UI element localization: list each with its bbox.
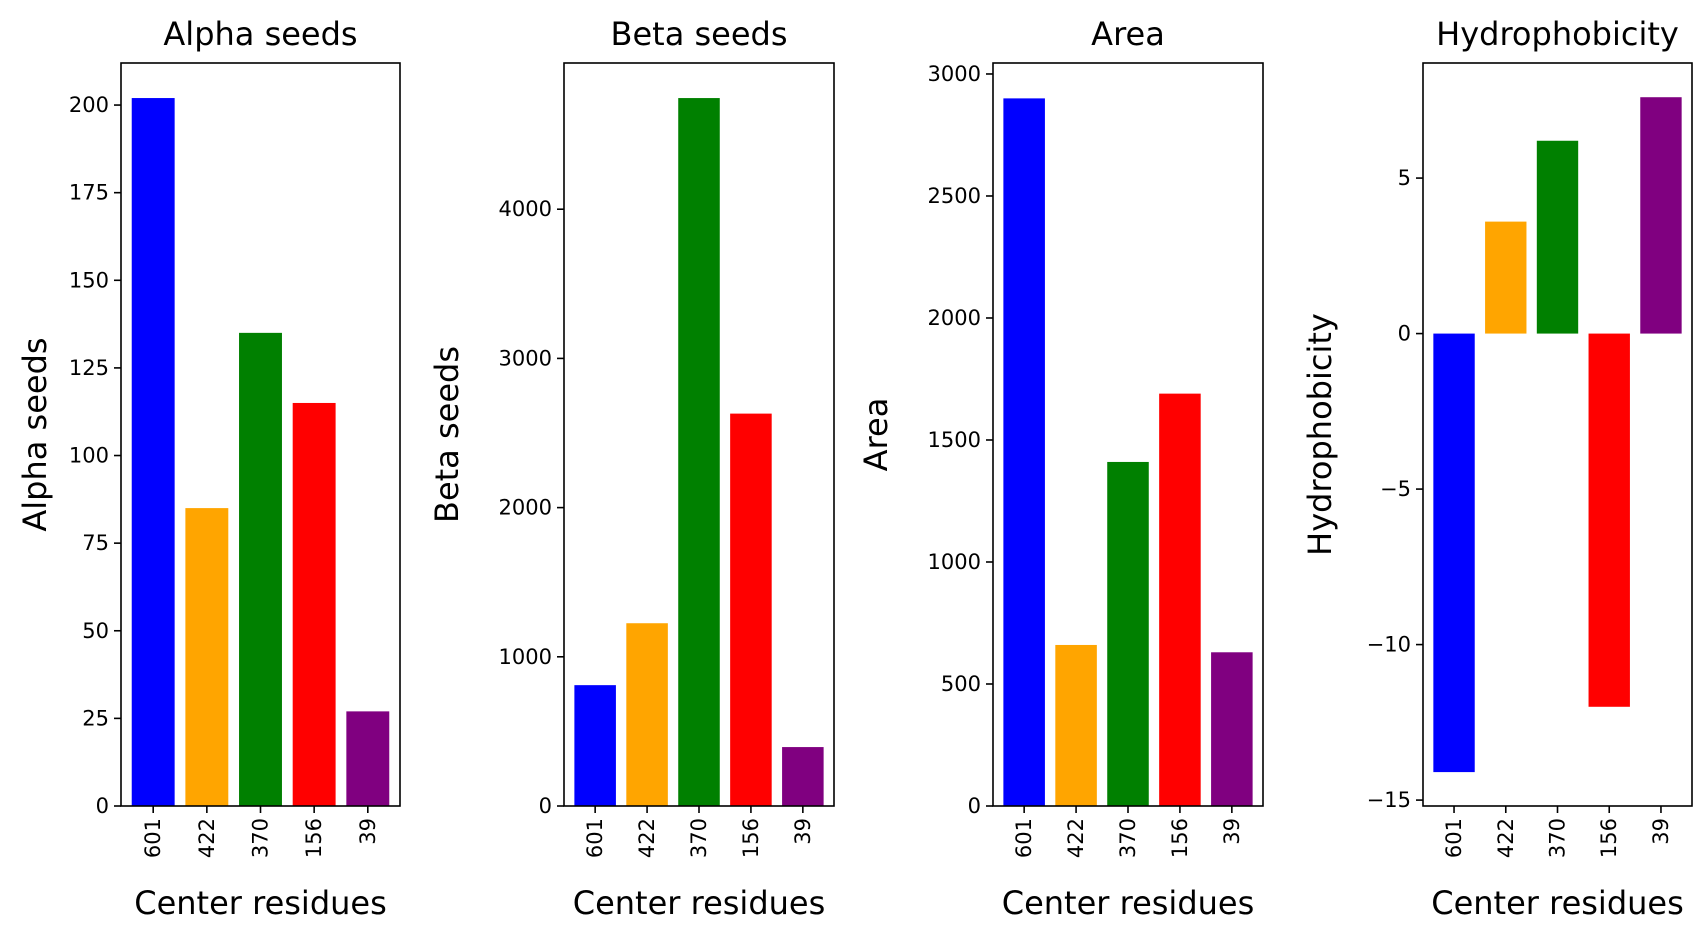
x-tick-label: 156	[739, 818, 763, 858]
x-tick-label: 39	[1220, 818, 1244, 845]
subplot-beta-seeds: 0 1000 2000 3000 4000 601 422 370 156 39 Beta seed…	[428, 15, 835, 922]
bar-422	[1055, 644, 1097, 806]
subplot-alpha-seeds: 0 25 50 75 100 125 150 175 200 601 422 370 156 39 Alph…	[16, 15, 401, 922]
bar-370	[1536, 140, 1579, 334]
x-tick-label: 39	[356, 818, 380, 845]
subplot-hydrophobicity: −15 −10 −5 0 5 601 422 370 156 39 Hydrophobicity Ce…	[1301, 15, 1693, 922]
chart-title: Area	[1091, 15, 1165, 53]
x-tick-label: 601	[141, 818, 165, 858]
y-tick-label: −5	[1380, 477, 1411, 501]
bar-601	[131, 98, 175, 807]
y-tick-label: 2000	[499, 496, 552, 520]
bar-601	[1433, 333, 1475, 773]
x-tick-label: 601	[1442, 818, 1466, 858]
y-tick-label: 100	[69, 444, 109, 468]
y-tick-label: 50	[82, 619, 109, 643]
bar-156	[292, 402, 336, 806]
bar-370	[678, 98, 720, 806]
chart-title: Alpha seeds	[163, 15, 357, 53]
bar-156	[730, 413, 772, 806]
y-tick-label: 0	[1398, 322, 1411, 346]
bar-156	[1159, 393, 1201, 806]
x-tick-label: 156	[1168, 818, 1192, 858]
x-tick-label: 601	[583, 818, 607, 858]
x-tick-label: 39	[1649, 818, 1673, 845]
y-tick-label: 25	[82, 706, 109, 730]
x-tick-label: 370	[687, 818, 711, 858]
y-tick-label: 175	[69, 181, 109, 205]
y-tick-label: −15	[1367, 788, 1411, 812]
x-axis-label: Center residues	[134, 884, 387, 922]
y-tick-label: 4000	[499, 197, 552, 221]
y-tick-label: 2500	[928, 184, 981, 208]
y-tick-label: 1000	[928, 550, 981, 574]
y-axis-label: Beta seeds	[428, 346, 466, 523]
y-axis-label: Area	[857, 398, 895, 472]
bar-422	[626, 623, 668, 806]
bar-39	[1640, 97, 1682, 334]
x-tick-label: 422	[1064, 818, 1088, 858]
bar-370	[239, 332, 282, 806]
chart-title: Hydrophobicity	[1436, 15, 1679, 53]
y-tick-label: 2000	[928, 306, 981, 330]
y-axis-label: Alpha seeds	[16, 337, 54, 531]
x-tick-label: 370	[1546, 818, 1570, 858]
y-tick-label: 75	[82, 531, 109, 555]
y-tick-label: 500	[941, 672, 981, 696]
subplot-area: 0 500 1000 1500 2000 2500 3000 601 422 370 156 39 Ar…	[857, 15, 1264, 922]
x-tick-label: 370	[249, 818, 273, 858]
bar-422	[185, 508, 229, 806]
bar-422	[1485, 221, 1527, 334]
x-axis-label: Center residues	[1431, 884, 1684, 922]
x-tick-label: 39	[791, 818, 815, 845]
x-tick-label: 422	[635, 818, 659, 858]
x-tick-label: 156	[1597, 818, 1621, 858]
chart-title: Beta seeds	[611, 15, 788, 53]
bar-156	[1588, 333, 1630, 707]
x-tick-label: 422	[195, 818, 219, 858]
x-axis-label: Center residues	[573, 884, 826, 922]
y-tick-label: 0	[96, 794, 109, 818]
x-tick-label: 156	[302, 818, 326, 858]
y-tick-label: 150	[69, 268, 109, 292]
y-tick-label: 3000	[928, 62, 981, 86]
x-axis-label: Center residues	[1002, 884, 1255, 922]
y-tick-label: 1000	[499, 645, 552, 669]
y-tick-label: 0	[968, 794, 981, 818]
bar-370	[1107, 461, 1149, 806]
y-tick-label: 125	[69, 356, 109, 380]
y-tick-label: 1500	[928, 428, 981, 452]
x-tick-label: 422	[1494, 818, 1518, 858]
y-tick-label: 200	[69, 93, 109, 117]
y-tick-label: 3000	[499, 346, 552, 370]
x-tick-label: 601	[1012, 818, 1036, 858]
bar-39	[782, 747, 824, 806]
bar-601	[1003, 98, 1045, 806]
y-tick-label: 0	[539, 794, 552, 818]
x-tick-label: 370	[1116, 818, 1140, 858]
bar-39	[1211, 652, 1253, 806]
bar-39	[346, 711, 390, 806]
y-axis-label: Hydrophobicity	[1301, 313, 1339, 556]
y-tick-label: 5	[1398, 166, 1411, 190]
y-tick-label: −10	[1367, 633, 1411, 657]
bar-601	[574, 685, 616, 806]
